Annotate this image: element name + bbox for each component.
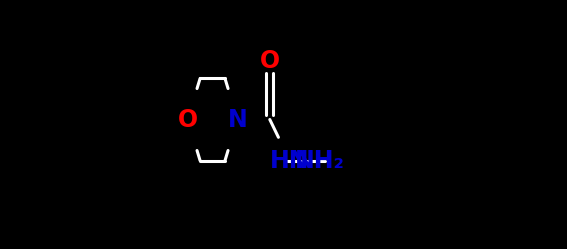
Text: O: O xyxy=(260,49,280,73)
Text: HN: HN xyxy=(270,149,310,173)
Text: N: N xyxy=(227,108,247,131)
Text: NH₂: NH₂ xyxy=(295,149,345,173)
Text: O: O xyxy=(177,108,198,131)
